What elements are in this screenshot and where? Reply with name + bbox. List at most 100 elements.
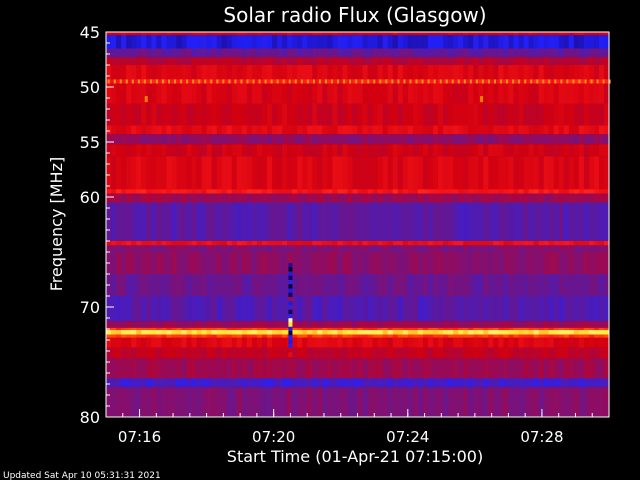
- emission-dot: [119, 79, 122, 84]
- band-cell: [593, 156, 600, 190]
- band-cell: [186, 156, 192, 190]
- band-cell: [518, 48, 524, 58]
- band-cell: [342, 189, 348, 194]
- band-cell: [598, 245, 605, 252]
- band-cell: [271, 144, 278, 157]
- band-cell: [246, 57, 253, 65]
- band-cell: [518, 202, 524, 241]
- band-cell: [221, 387, 228, 417]
- band-cell: [382, 83, 388, 104]
- band-cell: [236, 387, 243, 417]
- band-cell: [161, 274, 167, 296]
- band-cell: [603, 241, 610, 246]
- band-cell: [478, 125, 484, 135]
- band-cell: [332, 241, 338, 246]
- band-cell: [121, 32, 127, 36]
- band-cell: [568, 32, 575, 36]
- band-cell: [427, 252, 434, 274]
- band-cell: [271, 252, 278, 274]
- band-cell: [206, 274, 212, 296]
- x-tick-label: 07:24: [386, 428, 429, 446]
- band-cell: [568, 35, 575, 49]
- band-cell: [473, 103, 479, 126]
- band-cell: [483, 32, 489, 36]
- band-cell: [588, 156, 595, 190]
- band-cell: [342, 83, 348, 104]
- band-cell: [463, 193, 469, 203]
- band-cell: [146, 65, 152, 80]
- band-cell: [377, 65, 383, 80]
- band-cell: [563, 83, 570, 104]
- band-cell: [598, 330, 605, 335]
- band-cell: [503, 83, 509, 104]
- band-cell: [312, 321, 318, 328]
- band-cell: [417, 35, 424, 49]
- band-cell: [593, 241, 600, 246]
- band-cell: [412, 274, 419, 296]
- band-cell: [478, 35, 484, 49]
- band-cell: [503, 189, 509, 194]
- burst-segment: [288, 339, 293, 345]
- band-cell: [573, 241, 580, 246]
- band-cell: [407, 125, 414, 135]
- emission-dot: [578, 79, 581, 84]
- band-cell: [322, 330, 328, 335]
- band-cell: [216, 334, 222, 338]
- band-cell: [473, 347, 479, 359]
- band-cell: [377, 252, 383, 274]
- band-cell: [236, 245, 243, 252]
- band-cell: [146, 202, 152, 241]
- band-cell: [246, 125, 253, 135]
- band-cell: [478, 134, 484, 145]
- band-cell: [146, 125, 152, 135]
- band-cell: [412, 57, 419, 65]
- band-cell: [362, 274, 368, 296]
- band-cell: [468, 274, 474, 296]
- band-cell: [528, 189, 534, 194]
- band-cell: [337, 296, 343, 322]
- band-cell: [186, 334, 192, 338]
- band-cell: [417, 103, 424, 126]
- band-cell: [503, 79, 509, 84]
- band-cell: [458, 65, 464, 80]
- band-cell: [578, 83, 585, 104]
- band-cell: [176, 202, 182, 241]
- band-cell: [538, 65, 544, 80]
- band-cell: [136, 134, 142, 145]
- band-cell: [448, 330, 454, 335]
- band-cell: [362, 241, 368, 246]
- emission-dot: [500, 79, 503, 84]
- band-cell: [412, 378, 419, 388]
- band-cell: [347, 125, 353, 135]
- band-cell: [312, 274, 318, 296]
- x-tick-label: 07:16: [118, 428, 161, 446]
- band-cell: [448, 274, 454, 296]
- band-cell: [106, 83, 112, 104]
- emission-dot: [270, 79, 273, 84]
- band-cell: [503, 245, 509, 252]
- band-cell: [558, 274, 565, 296]
- band-cell: [277, 193, 283, 203]
- band-cell: [598, 65, 605, 80]
- band-cell: [553, 337, 559, 348]
- band-cell: [327, 274, 333, 296]
- band-cell: [266, 378, 273, 388]
- band-cell: [322, 202, 328, 241]
- band-cell: [282, 274, 288, 296]
- band-cell: [126, 32, 132, 36]
- band-cell: [508, 35, 514, 49]
- band-cell: [322, 252, 328, 274]
- band-cell: [453, 334, 459, 338]
- band-cell: [166, 57, 172, 65]
- frequency-band: [106, 32, 610, 36]
- frequency-band: [106, 48, 610, 58]
- band-cell: [246, 252, 253, 274]
- band-cell: [327, 156, 333, 190]
- band-cell: [443, 378, 449, 388]
- band-cell: [251, 245, 258, 252]
- band-cell: [292, 144, 298, 157]
- band-cell: [206, 125, 212, 135]
- y-tick-label: 55: [80, 133, 100, 152]
- band-cell: [256, 327, 263, 331]
- band-cell: [362, 134, 368, 145]
